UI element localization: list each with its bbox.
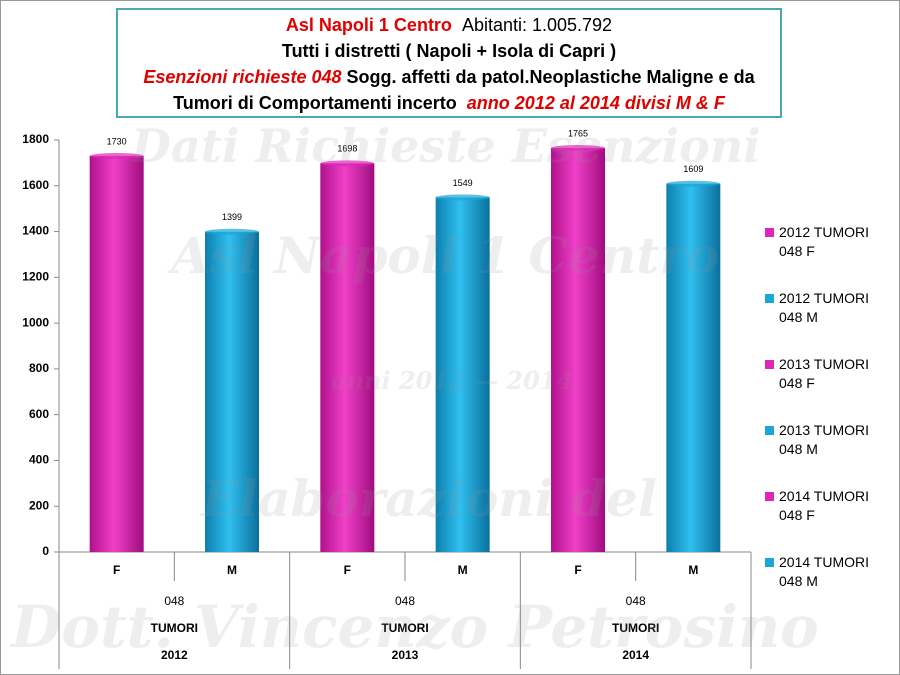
title-box: Asl Napoli 1 Centro Abitanti: 1.005.792 … (116, 8, 782, 118)
y-tick-label: 1800 (22, 132, 49, 146)
legend-label: 2012 TUMORI 048 F (779, 224, 869, 259)
title: Asl Napoli 1 Centro (285, 15, 452, 35)
y-tick-label: 0 (42, 544, 49, 558)
watermark: Elaborazioni del (201, 469, 657, 528)
y-tick-label: 1600 (22, 178, 49, 192)
y-tick-label: 1200 (22, 270, 49, 284)
title: Sogg. affetti da patol.Neoplastiche Mali… (346, 67, 755, 87)
legend-label: 2014 TUMORI 048 F (779, 488, 869, 523)
title: Tutti i distretti ( Napoli + Isola di Ca… (281, 41, 617, 61)
title: anno 2012 al 2014 divisi M & F (466, 93, 725, 113)
bar-top (205, 228, 259, 235)
bar-top (435, 194, 490, 201)
value-label: 1698 (337, 144, 357, 154)
legend-swatch (765, 294, 774, 303)
value-label: 1730 (107, 136, 127, 146)
group-label: 048 (395, 594, 415, 608)
y-tick-label: 1400 (22, 224, 49, 238)
bar (435, 197, 490, 552)
legend-swatch (765, 492, 774, 501)
legend-label: 2013 TUMORI 048 F (779, 356, 869, 391)
title: Abitanti: 1.005.792 (461, 15, 613, 35)
group-label: 2014 (622, 648, 649, 662)
y-tick-label: 400 (29, 453, 49, 467)
bar-top (551, 145, 605, 152)
group-label: TUMORI (612, 621, 659, 635)
group-label: 048 (626, 594, 646, 608)
group-label: 048 (164, 594, 184, 608)
x-tick-label: F (344, 563, 351, 577)
legend-label: 2013 TUMORI 048 M (779, 422, 869, 457)
legend-label: 2014 TUMORI 048 M (779, 554, 869, 589)
title: Esenzioni richieste 048 (143, 67, 342, 87)
x-tick-label: F (113, 563, 120, 577)
watermark: Asl Napoli 1 Centro (171, 226, 720, 285)
legend-swatch (765, 360, 774, 369)
title: Tumori di Comportamenti incerto (173, 93, 457, 113)
x-tick-label: F (574, 563, 581, 577)
watermark: Dati Richieste Esenzioni (131, 119, 761, 173)
group-label: TUMORI (381, 621, 428, 635)
bar-top (666, 180, 721, 187)
group-label: 2012 (161, 648, 188, 662)
bar (666, 183, 721, 552)
value-label: 1765 (568, 128, 588, 138)
y-tick-label: 600 (29, 407, 49, 421)
group-label: 2013 (392, 648, 419, 662)
y-tick-label: 800 (29, 361, 49, 375)
y-tick-label: 200 (29, 498, 49, 512)
x-tick-label: M (458, 563, 468, 577)
bar-top (320, 160, 375, 167)
value-label: 1609 (683, 164, 703, 174)
bar-top (89, 153, 144, 160)
bar (320, 163, 375, 552)
value-label: 1399 (222, 212, 242, 222)
watermark: Dott. Vincenzo Petrosino (11, 593, 819, 661)
bar (205, 231, 259, 553)
group-label: TUMORI (151, 621, 198, 635)
value-label: 1549 (453, 178, 473, 188)
legend-swatch (765, 228, 774, 237)
x-tick-label: M (227, 563, 237, 577)
bar (551, 148, 605, 552)
legend-swatch (765, 558, 774, 567)
watermark: anni 2012 — 2014 (331, 366, 574, 395)
bar (89, 156, 144, 552)
legend-swatch (765, 426, 774, 435)
x-tick-label: M (688, 563, 698, 577)
y-tick-label: 1000 (22, 315, 49, 329)
legend-label: 2012 TUMORI 048 M (779, 290, 869, 325)
